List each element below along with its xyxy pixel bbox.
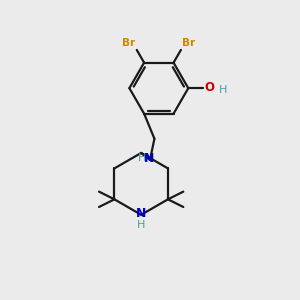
Text: H: H — [219, 85, 228, 95]
Text: H: H — [138, 152, 146, 163]
Text: Br: Br — [182, 38, 196, 48]
Text: N: N — [135, 207, 146, 220]
Text: H: H — [137, 220, 146, 230]
Text: N: N — [144, 152, 154, 165]
Text: O: O — [205, 81, 215, 94]
Text: Br: Br — [122, 38, 135, 48]
